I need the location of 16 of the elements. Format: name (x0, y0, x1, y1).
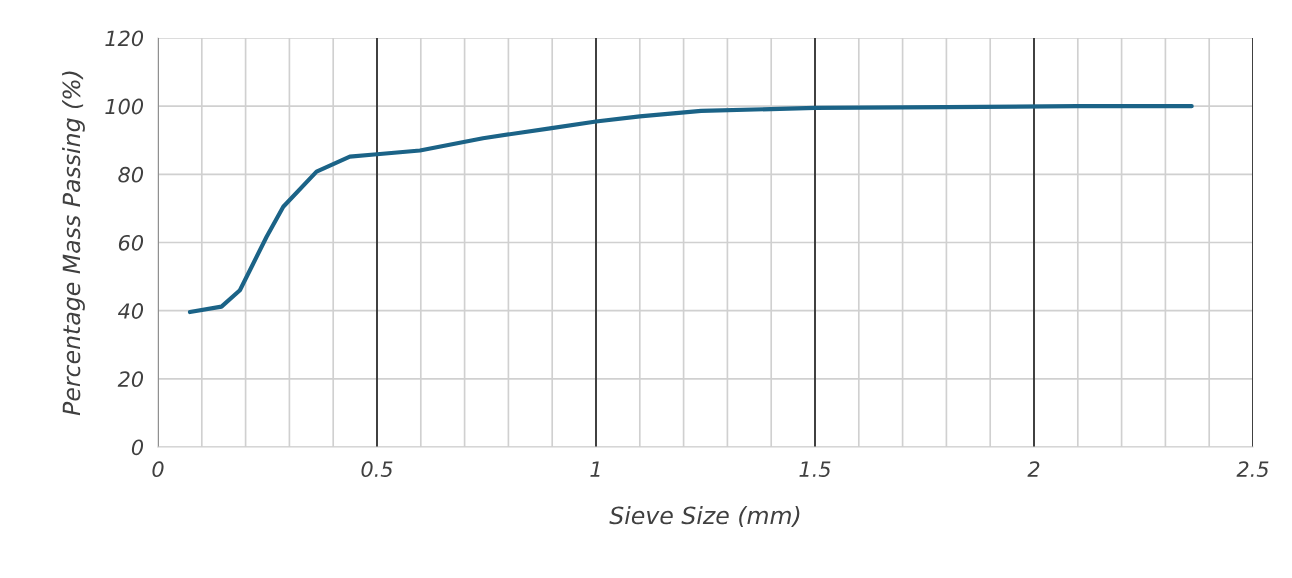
x-tick-label: 0 (152, 461, 164, 478)
y-axis-title: Percentage Mass Passing (%) (62, 71, 85, 416)
x-tick-label: 0.5 (361, 461, 393, 478)
y-tick-label: 80 (118, 166, 144, 183)
x-tick-label: 2 (1027, 461, 1040, 477)
line-series (187, 104, 1194, 315)
x-tick-label: 2.5 (1236, 461, 1269, 478)
x-axis-title: Sieve Size (mm) (609, 506, 800, 528)
y-tick-label: 60 (118, 234, 144, 251)
y-tick-label: 100 (105, 98, 144, 115)
y-tick-label: 20 (117, 371, 144, 388)
x-tick-label: 1.5 (799, 461, 831, 478)
y-tick-label: 40 (117, 303, 144, 319)
y-tick-label: 120 (105, 30, 144, 47)
y-tick-label: 0 (131, 439, 144, 456)
x-tick-label: 1 (590, 461, 600, 477)
